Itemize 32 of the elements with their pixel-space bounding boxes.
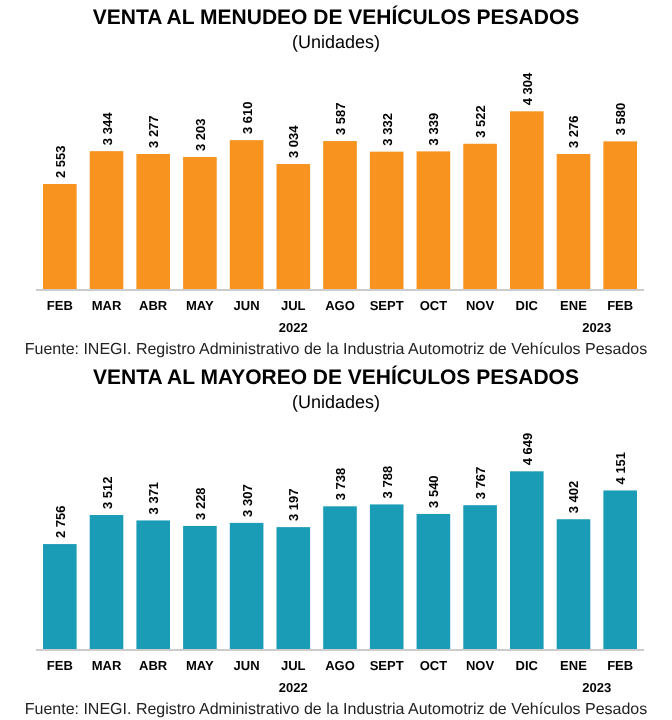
source-note: Fuente: INEGI. Registro Administrativo de la Industria Automotriz de Vehículos Pesados xyxy=(24,340,648,358)
bar xyxy=(416,513,451,650)
bar xyxy=(43,544,77,650)
bar xyxy=(603,141,637,290)
chart-title: VENTA AL MAYOREO DE VEHÍCULOS PESADOS xyxy=(93,364,579,390)
bar xyxy=(416,151,451,290)
bar xyxy=(136,520,171,650)
bar xyxy=(463,505,497,650)
bar xyxy=(509,471,544,650)
bar xyxy=(323,141,357,290)
bar xyxy=(603,490,637,650)
bar xyxy=(183,157,217,290)
bar xyxy=(463,143,497,290)
bar xyxy=(183,525,217,650)
bar xyxy=(369,151,404,290)
bar xyxy=(276,164,311,290)
bar xyxy=(509,111,544,290)
chart-subtitle: (Unidades) xyxy=(291,392,381,412)
bar xyxy=(369,504,404,650)
bar xyxy=(556,153,591,290)
chart-subtitle: (Unidades) xyxy=(291,32,381,52)
bar xyxy=(276,527,311,650)
bar xyxy=(229,140,264,290)
bar xyxy=(323,506,357,650)
bar xyxy=(43,184,77,290)
bar xyxy=(556,519,591,650)
bar xyxy=(229,522,264,650)
bar xyxy=(89,515,124,650)
chart-title: VENTA AL MENUDEO DE VEHÍCULOS PESADOS xyxy=(92,4,580,30)
source-note: Fuente: INEGI. Registro Administrativo de la Industria Automotriz de Vehículos Pesados xyxy=(24,700,648,718)
bar xyxy=(136,153,171,290)
bar xyxy=(89,151,124,290)
